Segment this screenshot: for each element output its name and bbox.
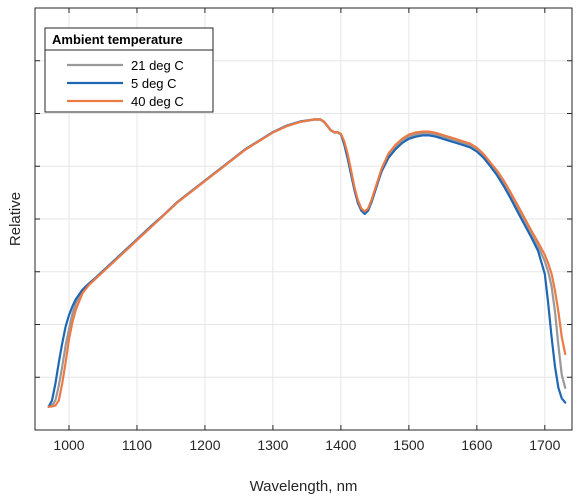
series-group <box>47 118 567 408</box>
grid <box>35 8 572 430</box>
x-tick-label: 1500 <box>393 437 424 453</box>
ticks: 1000 1100 1200 1300 1400 1500 1600 1700 <box>35 8 572 453</box>
x-tick-label: 1300 <box>257 437 288 453</box>
x-tick-label: 1000 <box>53 437 84 453</box>
x-tick-label: 1100 <box>122 437 152 453</box>
x-axis-label: Wavelength, nm <box>250 478 358 495</box>
y-axis-label: Relative <box>7 192 24 246</box>
x-tick-label: 1600 <box>461 437 492 453</box>
legend-label-3: 40 deg C <box>131 94 184 109</box>
legend-box <box>44 27 214 113</box>
legend-title: Ambient temperature <box>52 32 183 47</box>
legend-label-2: 5 deg C <box>131 76 177 91</box>
legend-items: 21 deg C 5 deg C 40 deg C <box>67 58 184 109</box>
series-line-3 <box>47 118 567 408</box>
x-tick-label: 1400 <box>325 437 356 453</box>
x-tick-label: 1200 <box>189 437 220 453</box>
series-line-2 <box>47 118 567 408</box>
x-tick-label: 1700 <box>529 437 560 453</box>
legend-label-1: 21 deg C <box>131 58 184 73</box>
legend: Ambient temperature 21 deg C 5 deg C 40 de… <box>44 27 214 113</box>
